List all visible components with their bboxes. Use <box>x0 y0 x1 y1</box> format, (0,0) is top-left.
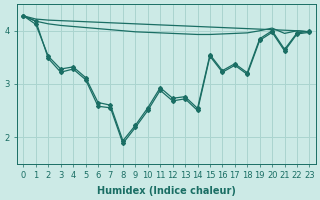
X-axis label: Humidex (Indice chaleur): Humidex (Indice chaleur) <box>97 186 236 196</box>
